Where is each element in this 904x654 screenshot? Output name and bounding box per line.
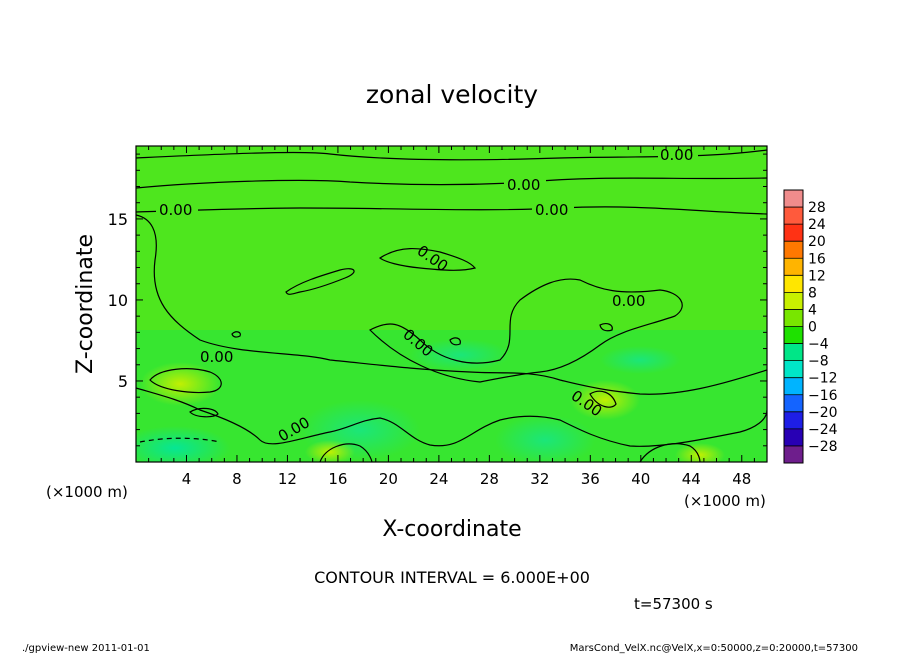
contour-labels: 0.00 0.00 0.00 0.00 0.00 0.00 0.00 0.00 …: [156, 146, 698, 445]
contour-label: 0.00: [159, 201, 192, 219]
contour-line: [136, 214, 767, 395]
heatmap-yellow-region: [305, 440, 355, 462]
colorbar-label: 8: [808, 285, 817, 301]
footer-left: ./gpview-new 2011-01-01: [22, 643, 150, 654]
x-tick-label: 24: [429, 470, 448, 488]
x-tick-label: 44: [682, 470, 701, 488]
colorbar-swatch: [784, 343, 803, 362]
colorbar-swatch: [784, 241, 803, 259]
x-tick-label: 48: [732, 470, 751, 488]
contour-label: 0.00: [535, 201, 568, 219]
y-tick-label: 10: [108, 291, 128, 310]
contour-line: [149, 368, 222, 394]
colorbar-swatch: [784, 445, 803, 464]
heatmap-cyan-region: [495, 415, 595, 462]
x-tick-label: 16: [328, 470, 347, 488]
colorbar-label: −20: [808, 405, 838, 421]
colorbar-label: 20: [808, 234, 826, 250]
contour-line: [449, 337, 461, 346]
y-tick-label: 5: [118, 372, 128, 391]
colorbar-swatch: [784, 224, 803, 242]
x-tick-label: 8: [232, 470, 242, 488]
colorbar-swatch: [784, 190, 803, 208]
colorbar-swatch: [784, 258, 803, 276]
colorbar-label: −12: [808, 371, 838, 387]
colorbar-swatch: [784, 275, 803, 293]
heatmap-cyan-region: [136, 426, 230, 462]
heatmap-yellow-region: [675, 443, 725, 462]
x-tick-label: 20: [379, 470, 398, 488]
colorbar-label: 24: [808, 217, 826, 233]
colorbar-swatch: [784, 207, 803, 225]
contour-line: [136, 177, 767, 189]
contour-line: [639, 443, 701, 462]
x-tick-label: 40: [631, 470, 650, 488]
time-text: t=57300 s: [634, 595, 713, 613]
colorbar-swatch: [784, 377, 803, 396]
colorbar-label: 4: [808, 302, 817, 318]
contour-line: [136, 206, 767, 215]
colorbar-swatch: [784, 411, 803, 430]
heatmap-cyan-region: [600, 346, 680, 374]
contour-label: 0.00: [612, 292, 645, 310]
colorbar-label: 12: [808, 268, 826, 284]
colorbar-label: −8: [808, 354, 829, 370]
contour-label: 0.00: [660, 146, 693, 164]
colorbar-swatch: [784, 326, 803, 345]
colorbar-swatch: [784, 394, 803, 413]
y-axis-label: Z-coordinate: [73, 234, 98, 374]
contour-line: [378, 247, 477, 271]
y-tick-label: 15: [108, 210, 128, 229]
colorbar-label: 28: [808, 200, 826, 216]
colorbar-label: −4: [808, 337, 829, 353]
contour-line: [599, 323, 613, 332]
contour-label: 0.00: [200, 348, 233, 366]
contour-label: 0.00: [507, 176, 540, 194]
contour-label-bg: [504, 176, 546, 192]
contour-line: [189, 407, 219, 418]
x-tick-label: 4: [182, 470, 192, 488]
y-axis: 5 10 15: [108, 153, 767, 447]
x-tick-label: 12: [278, 470, 297, 488]
colorbar-swatch: [784, 360, 803, 379]
colorbar-label: 0: [808, 320, 817, 336]
colorbar-swatch: [784, 428, 803, 447]
colorbar-label: −28: [808, 439, 838, 455]
plot-area: [136, 146, 767, 462]
x-axis-unit-left: (×1000 m): [46, 483, 128, 501]
colorbar-swatch: [784, 309, 803, 327]
contour-label-bg: [156, 202, 198, 218]
contour-line: [231, 331, 241, 338]
footer-right: MarsCond_VelX.nc@VelX,x=0:50000,z=0:2000…: [570, 643, 858, 654]
chart-title: zonal velocity: [366, 80, 538, 109]
x-tick-label: 28: [480, 470, 499, 488]
heatmap-yellow-region: [570, 380, 640, 420]
x-tick-label: 32: [530, 470, 549, 488]
x-tick-label: 36: [581, 470, 600, 488]
contour-interval-text: CONTOUR INTERVAL = 6.000E+00: [314, 568, 590, 587]
x-axis-label: X-coordinate: [382, 517, 521, 542]
contour-line-negative: [139, 437, 221, 443]
contour-lines: [136, 149, 767, 462]
contour-line: [285, 268, 355, 295]
contour-line: [589, 390, 617, 408]
x-axis-unit-right: (×1000 m): [684, 492, 766, 510]
colorbar-label: 16: [808, 251, 826, 267]
contour-label-bg: [532, 202, 574, 218]
contour-line: [319, 443, 373, 462]
colorbar-label: −24: [808, 422, 838, 438]
x-axis: 4 8 12 16 20 24 28 32 36 40 44 48: [148, 146, 755, 488]
colorbar-swatch: [784, 292, 803, 310]
contour-line: [368, 278, 683, 383]
colorbar-label: −16: [808, 388, 838, 404]
contour-label-bg: [658, 146, 698, 162]
